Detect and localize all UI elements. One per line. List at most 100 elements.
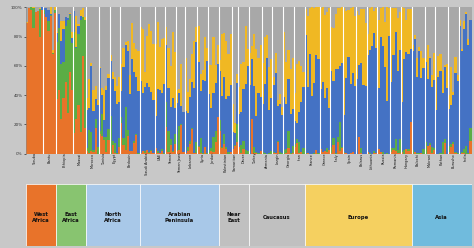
Bar [349,8,352,84]
Bar [33,28,35,154]
Bar [228,7,229,54]
Bar [302,148,305,154]
Bar [452,144,455,154]
Bar [255,116,257,152]
Bar [369,51,371,154]
Bar [210,108,212,148]
Bar [159,90,161,153]
Bar [228,152,229,154]
Bar [433,7,435,53]
Bar [33,7,35,28]
Bar [131,24,133,59]
Bar [219,184,249,246]
Bar [144,88,146,151]
Bar [260,151,262,154]
Bar [365,23,367,86]
Bar [347,10,349,57]
Bar [268,110,270,153]
Bar [82,17,84,56]
Text: Burusho: Burusho [451,153,456,167]
Bar [193,7,195,41]
Bar [182,152,184,154]
Bar [283,32,285,97]
Bar [84,20,86,128]
Bar [105,90,108,137]
Bar [148,87,150,152]
Bar [274,153,277,154]
Bar [375,7,377,48]
Bar [91,7,92,63]
Bar [234,133,236,145]
Bar [238,7,240,87]
Bar [277,7,279,100]
Bar [435,76,438,110]
Bar [274,73,277,153]
Bar [41,7,43,10]
Bar [324,152,326,154]
Bar [425,59,427,62]
Bar [367,55,369,152]
Bar [184,58,187,111]
Bar [228,54,229,96]
Bar [249,184,304,246]
Bar [184,153,187,154]
Bar [225,41,228,99]
Bar [69,7,71,13]
Bar [108,79,109,129]
Bar [165,102,167,127]
Bar [37,7,39,11]
Bar [422,149,425,154]
Bar [469,128,472,141]
Bar [326,88,328,148]
Bar [467,7,469,39]
Bar [172,152,174,154]
Text: North
Africa: North Africa [104,212,122,223]
Bar [304,9,307,35]
Bar [163,7,165,38]
Bar [335,153,337,154]
Bar [234,7,236,123]
Bar [418,47,420,51]
Bar [363,7,365,9]
Bar [326,7,328,12]
Bar [229,7,232,34]
Text: West
Africa: West Africa [32,212,50,223]
Bar [114,91,116,143]
Bar [377,88,380,149]
Text: Jordan: Jordan [211,153,216,164]
Bar [245,84,246,150]
Bar [105,86,108,90]
Bar [167,48,170,88]
Bar [212,137,215,152]
Bar [114,7,116,77]
Bar [240,145,242,153]
Bar [405,149,407,154]
Bar [75,119,77,154]
Bar [63,29,64,62]
Bar [172,31,174,98]
Bar [296,7,298,64]
Bar [373,11,375,33]
Bar [150,93,153,150]
Bar [157,89,159,151]
Bar [335,14,337,69]
Bar [202,70,204,80]
Bar [217,64,219,117]
Bar [469,7,472,20]
Bar [165,7,167,28]
Bar [148,153,150,154]
Bar [420,78,422,153]
Bar [273,77,274,85]
Bar [58,90,60,154]
Bar [240,112,242,145]
Bar [82,7,84,8]
Bar [170,145,172,154]
Bar [438,56,439,77]
Bar [287,7,290,51]
Bar [127,51,129,129]
Bar [442,142,444,154]
Bar [279,104,281,152]
Bar [118,102,120,138]
Bar [420,51,422,78]
Bar [324,98,326,152]
